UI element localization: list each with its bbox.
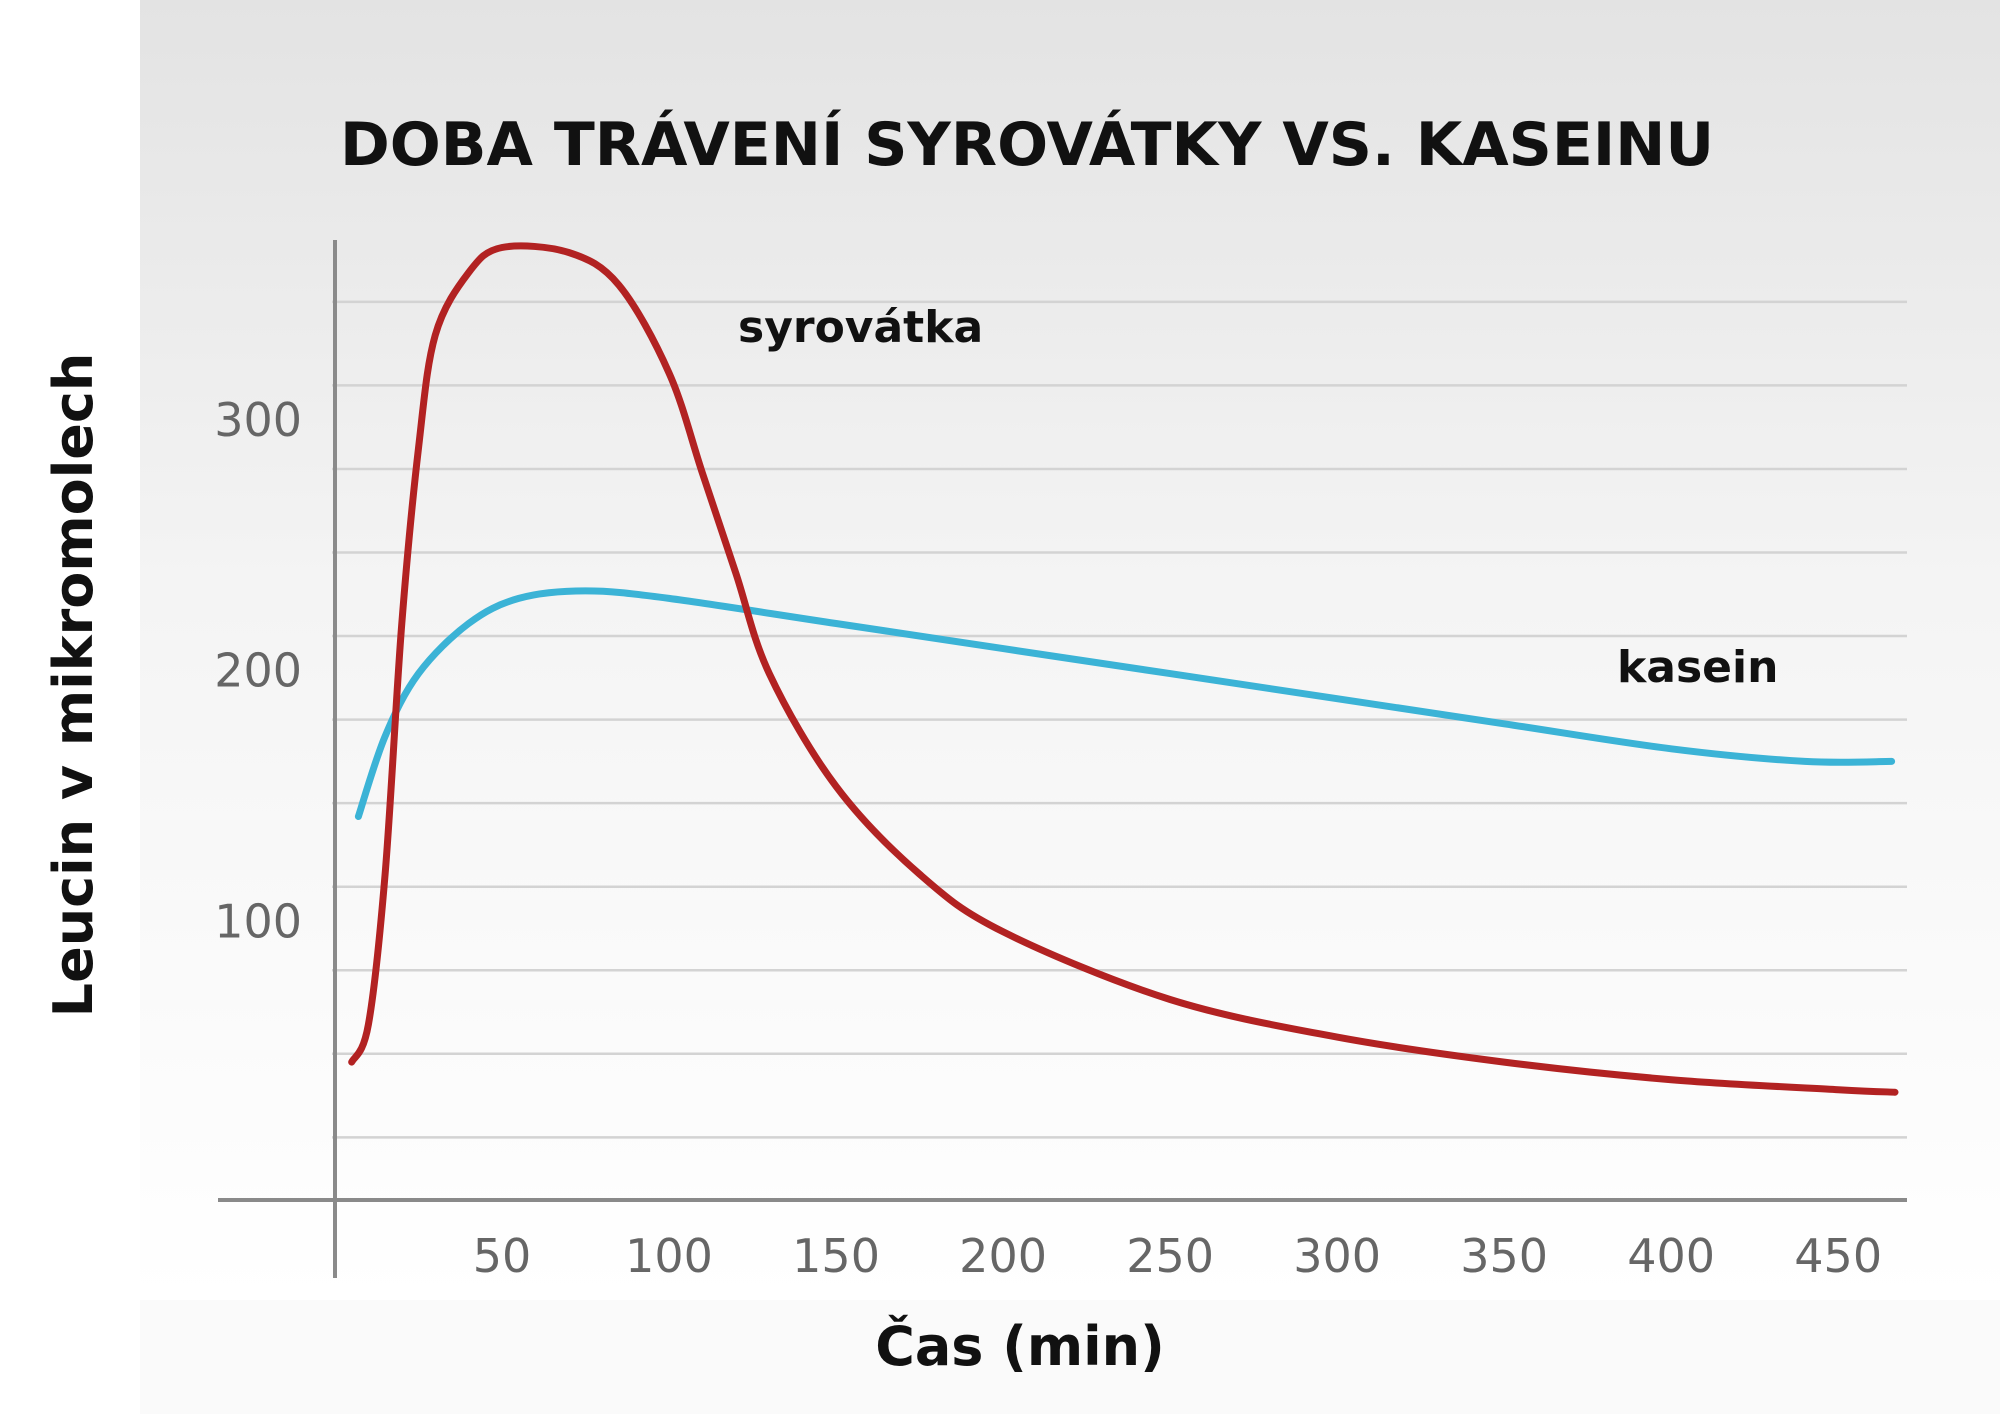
x-tick-label: 400 bbox=[1627, 1229, 1715, 1283]
series-label-kasein: kasein bbox=[1617, 642, 1778, 693]
x-tick-label: 200 bbox=[959, 1229, 1047, 1283]
x-tick-label: 150 bbox=[792, 1229, 880, 1283]
x-tick-label: 300 bbox=[1293, 1229, 1381, 1283]
grid-lines bbox=[332, 300, 1907, 1139]
footer-band bbox=[140, 1300, 2000, 1414]
x-tick-label: 100 bbox=[625, 1229, 713, 1283]
series-line-kasein bbox=[354, 587, 1896, 820]
x-axis-title: Čas (min) bbox=[875, 1315, 1165, 1378]
y-axis-title: Leucin v mikromolech bbox=[42, 353, 105, 1018]
series-lines bbox=[348, 242, 1899, 1096]
y-tick-label: 300 bbox=[214, 393, 302, 447]
x-tick-label: 450 bbox=[1794, 1229, 1882, 1283]
y-tick-label: 200 bbox=[214, 644, 302, 698]
series-label-syrovatka: syrovátka bbox=[738, 302, 983, 353]
x-tick-label: 250 bbox=[1126, 1229, 1214, 1283]
y-tick-label: 100 bbox=[214, 894, 302, 948]
series-line-syrovatka bbox=[348, 242, 1899, 1096]
axes bbox=[218, 240, 1907, 1278]
x-tick-label: 50 bbox=[473, 1229, 532, 1283]
x-tick-label: 350 bbox=[1460, 1229, 1548, 1283]
chart-title: DOBA TRÁVENÍ SYROVÁTKY VS. KASEINU bbox=[340, 108, 1714, 180]
tick-labels: 50 100 150 200 250 300 350 400 450 100 200 300 bbox=[214, 393, 1882, 1283]
